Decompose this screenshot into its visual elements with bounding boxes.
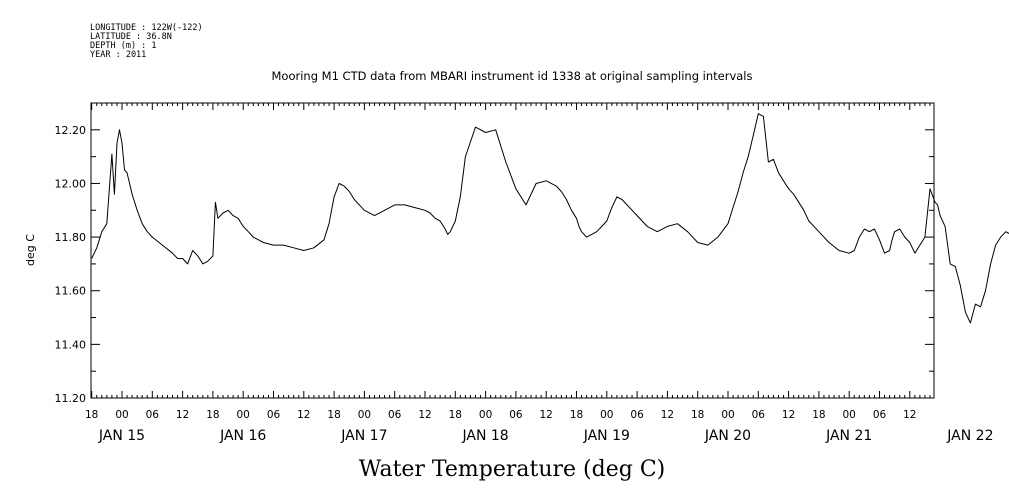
x-hour-label: 18 xyxy=(449,409,462,421)
chart-title: Mooring M1 CTD data from MBARI instrumen… xyxy=(272,69,753,83)
header-latitude: LATITUDE : 36.8N xyxy=(90,32,172,42)
x-hour-label: 12 xyxy=(176,409,189,421)
x-day-label: JAN 17 xyxy=(340,428,387,444)
y-tick-label: 11.80 xyxy=(55,231,87,244)
x-day-label: JAN 18 xyxy=(461,428,508,444)
header-longitude: LONGITUDE : 122W(-122) xyxy=(90,23,203,33)
x-hour-label: 12 xyxy=(661,409,674,421)
x-day-label: JAN 15 xyxy=(98,428,145,444)
series-line xyxy=(91,113,1009,324)
y-tick-label: 12.00 xyxy=(55,177,87,190)
x-hour-label: 00 xyxy=(843,409,856,421)
x-axis: 18 00 06 12 18 00 06 12 18 00 06 12 18 00 06 12 18 00 06 12… xyxy=(85,103,994,444)
x-day-label: JAN 22 xyxy=(946,428,993,444)
x-hour-label: 12 xyxy=(903,409,916,421)
x-axis-title: Water Temperature (deg C) xyxy=(359,457,666,482)
y-axis: 11.20 11.40 11.60 11.80 12.00 12.20 xyxy=(55,102,934,405)
y-axis-label: deg C xyxy=(24,234,37,266)
x-hour-label: 00 xyxy=(358,409,371,421)
x-hour-label: 06 xyxy=(873,409,887,421)
x-hour-label: 00 xyxy=(479,409,492,421)
x-hour-label: 18 xyxy=(570,409,583,421)
x-day-label: JAN 19 xyxy=(583,428,630,444)
x-hour-label: 06 xyxy=(146,409,160,421)
y-tick-label: 11.20 xyxy=(55,392,87,405)
y-tick-label: 11.40 xyxy=(55,338,87,351)
x-hour-label: 06 xyxy=(509,409,523,421)
header-year: YEAR : 2011 xyxy=(90,50,146,60)
x-hour-label: 06 xyxy=(752,409,766,421)
x-day-label: JAN 20 xyxy=(704,428,751,444)
x-hour-label: 12 xyxy=(782,409,795,421)
x-day-label: JAN 21 xyxy=(825,428,872,444)
plot-frame xyxy=(90,102,935,399)
x-hour-label: 12 xyxy=(418,409,431,421)
x-hour-label: 06 xyxy=(267,409,281,421)
x-hour-label: 00 xyxy=(600,409,613,421)
x-hour-label: 12 xyxy=(297,409,310,421)
y-tick-label: 11.60 xyxy=(55,285,87,298)
x-hour-label: 18 xyxy=(327,409,340,421)
x-hour-label: 00 xyxy=(237,409,250,421)
x-hour-label: 18 xyxy=(206,409,219,421)
y-tick-label: 12.20 xyxy=(55,124,87,137)
header-depth: DEPTH (m) : 1 xyxy=(90,41,157,51)
x-hour-label: 18 xyxy=(85,409,98,421)
x-hour-label: 12 xyxy=(540,409,553,421)
x-hour-label: 18 xyxy=(691,409,704,421)
x-hour-label: 00 xyxy=(721,409,734,421)
series-layer xyxy=(91,113,1009,324)
x-hour-label: 06 xyxy=(388,409,402,421)
x-hour-label: 18 xyxy=(812,409,825,421)
x-hour-label: 06 xyxy=(630,409,644,421)
x-day-label: JAN 16 xyxy=(219,428,266,444)
x-hour-label: 00 xyxy=(115,409,128,421)
